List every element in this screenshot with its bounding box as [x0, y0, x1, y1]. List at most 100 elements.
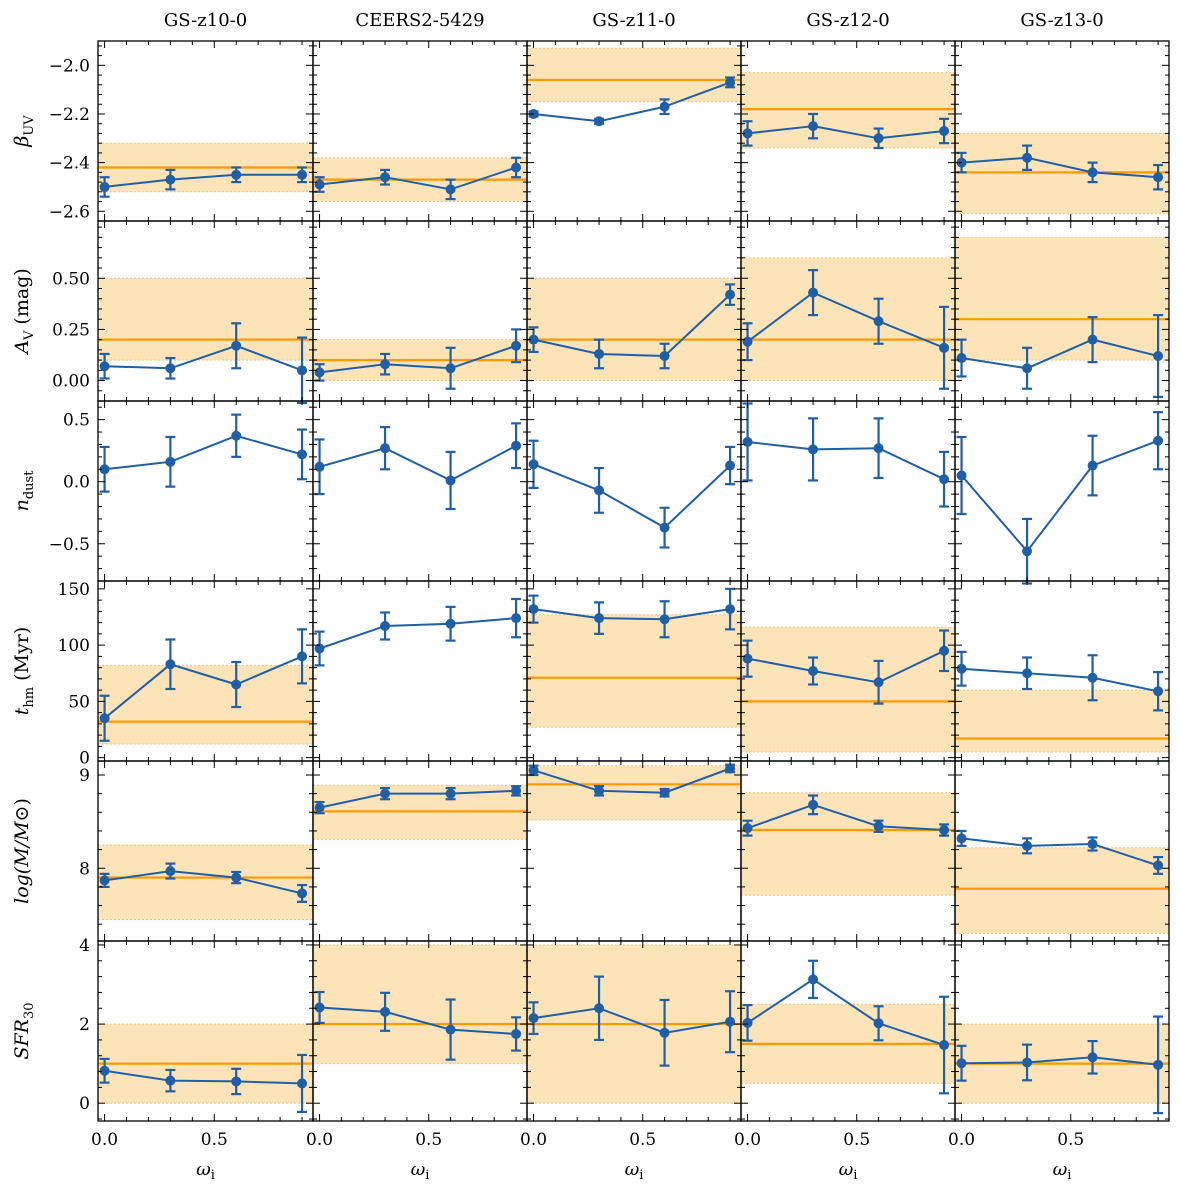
data-point [1022, 840, 1033, 851]
column-title: GS-z10-0 [164, 10, 247, 31]
data-point [511, 785, 522, 796]
series-line [104, 344, 303, 372]
data-point [511, 440, 522, 451]
data-point [99, 875, 110, 886]
y-tick-label: 9 [79, 766, 90, 786]
data-point [297, 365, 308, 376]
data-point [380, 621, 391, 631]
y-tick-label: 100 [58, 636, 90, 656]
data-point [594, 785, 605, 796]
panel-frame [954, 400, 1170, 582]
y-axis-label: ndust [11, 470, 37, 512]
data-point [659, 522, 670, 533]
y-tick-label: 4 [79, 936, 90, 956]
y-tick-label: 0 [79, 1094, 90, 1114]
data-point [873, 677, 884, 688]
x-axis-label: ωi [411, 1159, 430, 1183]
series-line [747, 978, 945, 1046]
x-tick-label: 0.0 [91, 1130, 118, 1150]
data-point [165, 659, 176, 670]
uncertainty-band [955, 237, 1169, 361]
x-axis-label: ωi [625, 1159, 644, 1183]
data-point [808, 666, 819, 676]
y-axis-label: log(M/M⊙) [11, 798, 33, 904]
data-point [380, 172, 391, 183]
data-point [659, 1027, 670, 1038]
x-tick-label: 0.0 [948, 1130, 975, 1150]
data-point [314, 179, 325, 190]
y-tick-label: 0.00 [52, 372, 90, 392]
data-point [725, 77, 736, 88]
y-tick-label: −0.5 [49, 535, 90, 555]
data-point [956, 833, 967, 844]
series-line [961, 667, 1159, 693]
x-tick-label: 0.5 [1057, 1130, 1084, 1150]
data-point [742, 653, 753, 664]
data-point [380, 1006, 391, 1017]
reference-lines [98, 78, 1169, 1065]
data-point [1153, 172, 1164, 183]
series-line [961, 338, 1159, 370]
data-point [445, 788, 456, 799]
data-point [1087, 167, 1098, 178]
data-point [165, 1075, 176, 1086]
series-line [533, 608, 731, 621]
series-line [961, 156, 1159, 179]
data-point [297, 169, 308, 180]
y-tick-label: 0 [79, 749, 90, 769]
data-point [511, 340, 522, 351]
data-point [725, 289, 736, 300]
data-point [725, 460, 736, 471]
data-point [873, 443, 884, 454]
series-line [319, 444, 517, 482]
data-point [939, 126, 950, 136]
x-tick-label: 0.5 [629, 1130, 656, 1150]
data-point [1153, 1059, 1164, 1070]
uncertainty-band [741, 257, 955, 381]
data-point [297, 888, 308, 899]
data-point [1087, 334, 1098, 345]
data-point [314, 1002, 325, 1013]
series-line [533, 767, 731, 794]
data-point [528, 604, 539, 615]
y-axis-label: thm (Myr) [11, 627, 37, 715]
data-point [1087, 1052, 1098, 1063]
series-line [319, 166, 517, 191]
data-point [1022, 152, 1033, 163]
y-tick-label: 0.0 [63, 473, 90, 493]
x-axis-label: ωi [196, 1159, 215, 1183]
y-tick-label: 0.25 [52, 320, 90, 340]
data-point [445, 475, 456, 486]
axis-labels: GS-z10-0 CEERS2-5429 GS-z11-0 GS-z12-0 GS-z1… [11, 10, 1104, 1183]
data-point [1153, 860, 1164, 871]
y-tick-label: −2.2 [49, 105, 90, 125]
data-point [165, 456, 176, 467]
y-axis-label: βUV [11, 115, 37, 148]
data-point [808, 799, 819, 810]
data-point [231, 169, 242, 180]
panel-frame [526, 400, 742, 582]
data-point [939, 645, 950, 656]
uncertainty-band [313, 944, 527, 1064]
data-point [956, 1058, 967, 1069]
uncertainty-band [98, 844, 313, 920]
series-line [533, 463, 731, 529]
data-point [1022, 546, 1033, 557]
data-point [808, 974, 819, 985]
data-point [956, 353, 967, 364]
uncertainty-band [527, 48, 741, 102]
data-point [528, 1013, 539, 1024]
uncertainty-band [98, 278, 313, 361]
series-line [319, 344, 517, 374]
data-point [873, 316, 884, 327]
data-point [445, 1024, 456, 1035]
data-point [659, 614, 670, 625]
data-point [528, 334, 539, 345]
data-point [939, 474, 950, 485]
panel-frame [312, 580, 528, 762]
panel-frame [740, 400, 956, 582]
data-point [511, 162, 522, 173]
data-point [99, 464, 110, 475]
data-point [445, 618, 456, 629]
data-point [873, 133, 884, 144]
